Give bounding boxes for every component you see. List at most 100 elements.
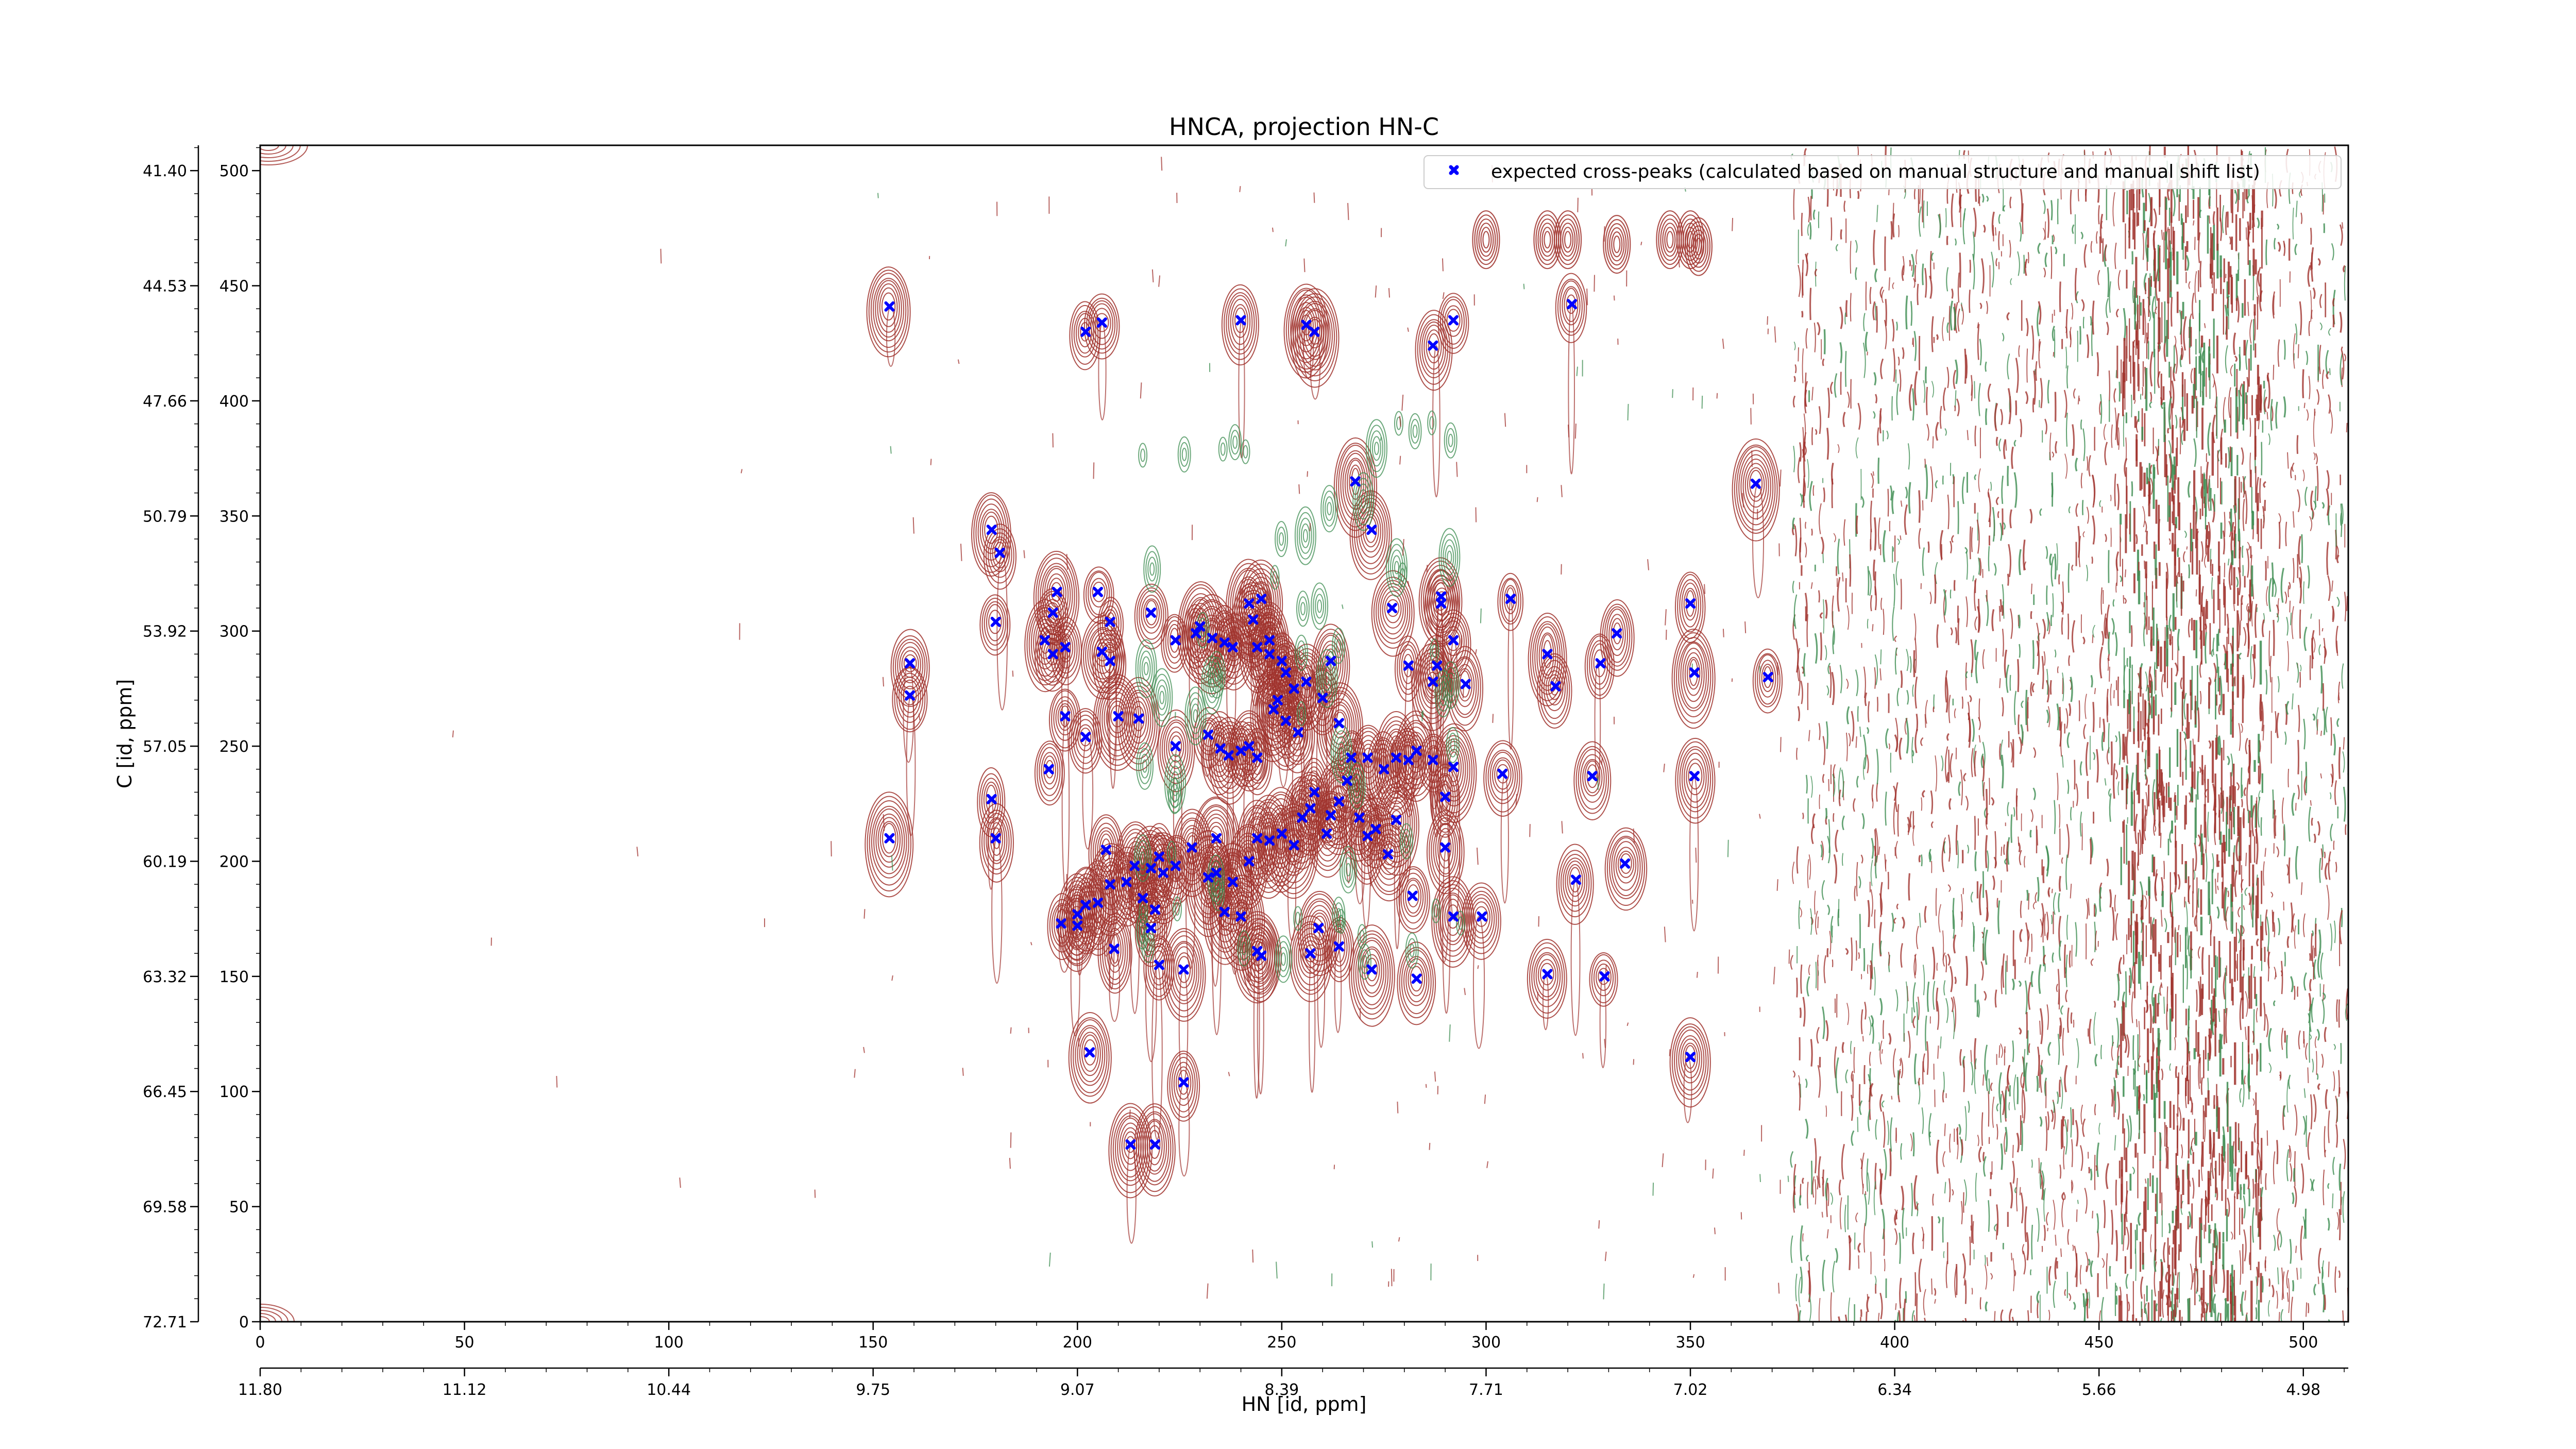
peak-contour xyxy=(1439,738,1468,802)
band-noise-contour xyxy=(1823,329,1826,355)
negative-contour xyxy=(1431,898,1441,923)
band-noise-contour xyxy=(1832,630,1835,654)
band-noise-contour xyxy=(2320,665,2323,694)
noise-contour xyxy=(2342,222,2344,229)
band-noise-contour xyxy=(2119,575,2123,582)
peak-contour xyxy=(903,654,917,672)
band-noise-contour xyxy=(2036,1075,2039,1092)
band-noise-contour xyxy=(2241,447,2244,465)
negative-contour xyxy=(1407,938,1417,963)
peak-contour xyxy=(1089,629,1116,680)
negative-contour xyxy=(1444,667,1458,703)
band-noise-contour xyxy=(1997,900,2001,934)
peak-contour xyxy=(1290,288,1340,388)
peak-contour xyxy=(1304,900,1335,962)
noise-contour xyxy=(1826,1229,1829,1239)
band-noise-contour xyxy=(2001,605,2004,616)
noise-contour xyxy=(2244,1290,2247,1301)
band-noise-contour xyxy=(2058,893,2060,913)
noise-contour xyxy=(2303,402,2306,409)
peak-contour xyxy=(1402,878,1424,917)
band-noise-contour xyxy=(2238,613,2240,648)
band-noise-contour xyxy=(1961,696,1963,709)
band-noise-contour xyxy=(2296,435,2299,454)
band-noise-contour xyxy=(2149,1004,2152,1034)
band-noise-contour xyxy=(2297,784,2300,800)
band-noise-contour xyxy=(1960,911,1962,920)
peak-contour xyxy=(1037,629,1069,686)
negative-contour xyxy=(1296,512,1314,560)
peak-contour xyxy=(1761,664,1774,693)
negative-contour xyxy=(1446,672,1456,698)
band-noise-contour xyxy=(1943,980,1946,996)
band-noise-contour xyxy=(1815,429,1818,435)
noise-contour xyxy=(2018,615,2020,627)
band-noise-contour xyxy=(1968,1101,1970,1113)
peak-contour xyxy=(892,635,928,699)
band-noise-contour xyxy=(1851,711,1855,742)
negative-contour xyxy=(1403,834,1409,848)
band-noise-contour xyxy=(1957,308,1960,332)
band-noise-contour xyxy=(1799,1082,1801,1111)
negative-contour xyxy=(1361,495,1366,509)
peak-contour xyxy=(1374,711,1418,817)
band-noise-contour xyxy=(1799,1007,1802,1018)
band-noise-contour xyxy=(2322,369,2325,389)
negative-contour xyxy=(1173,896,1182,921)
noise-contour xyxy=(1375,285,1377,298)
band-noise-contour xyxy=(2299,566,2302,588)
peak-contour xyxy=(1069,708,1103,774)
band-noise-contour xyxy=(1984,1255,1986,1265)
peak-contour xyxy=(1077,1027,1104,1083)
band-noise-contour xyxy=(2344,353,2346,362)
band-noise-contour xyxy=(2080,1104,2083,1125)
peak-contour xyxy=(1376,783,1417,868)
peak-contour xyxy=(1556,844,1594,925)
band-noise-contour xyxy=(2092,300,2095,335)
peak-contour xyxy=(1166,726,1187,769)
noise-contour xyxy=(2243,905,2245,911)
band-noise-contour xyxy=(2111,1089,2114,1107)
peak-contour xyxy=(866,266,911,358)
band-noise-contour xyxy=(2056,543,2058,570)
peak-contour xyxy=(988,818,1006,862)
noise-contour xyxy=(1678,259,1680,268)
band-noise-contour xyxy=(2033,370,2036,405)
noise-contour xyxy=(1206,1283,1209,1299)
band-noise-contour xyxy=(2283,241,2286,256)
noise-contour xyxy=(1722,629,1724,637)
peak-contour xyxy=(986,528,1014,584)
band-noise-contour xyxy=(2154,1261,2157,1297)
negative-contour xyxy=(1141,656,1151,681)
band-noise-contour xyxy=(2275,815,2277,836)
peak-contour xyxy=(992,538,1008,569)
noise-contour xyxy=(2070,883,2072,899)
noise-contour xyxy=(2011,1253,2012,1261)
band-noise-contour xyxy=(1839,1197,1842,1229)
noise-contour xyxy=(1030,941,1032,946)
peak-contour xyxy=(1569,867,1581,892)
negative-contour xyxy=(1446,428,1455,453)
band-noise-contour xyxy=(2004,1086,2008,1122)
band-noise-contour xyxy=(2343,786,2346,822)
band-noise-contour xyxy=(1967,845,1969,854)
band-noise-contour xyxy=(2112,599,2115,607)
band-noise-contour xyxy=(1823,599,1825,634)
band-noise-contour xyxy=(2039,1116,2043,1127)
peak-contour xyxy=(1243,568,1279,637)
edge-peak-contour xyxy=(1611,231,1623,258)
peak-contour xyxy=(1678,1035,1703,1084)
noise-contour xyxy=(1932,436,1934,449)
band-noise-contour xyxy=(1901,916,1905,929)
negative-contour xyxy=(1332,628,1346,664)
negative-contour xyxy=(1360,949,1369,974)
peak-contour xyxy=(1210,721,1248,799)
band-noise-contour xyxy=(2169,1063,2172,1071)
band-noise-contour xyxy=(2261,1276,2264,1293)
negative-contour xyxy=(1336,742,1346,767)
band-noise-contour xyxy=(1809,222,1812,240)
peak-contour xyxy=(1403,654,1413,678)
band-noise-contour xyxy=(2101,631,2104,646)
band-noise-contour xyxy=(2061,1116,2064,1148)
noise-contour xyxy=(1811,386,1814,400)
